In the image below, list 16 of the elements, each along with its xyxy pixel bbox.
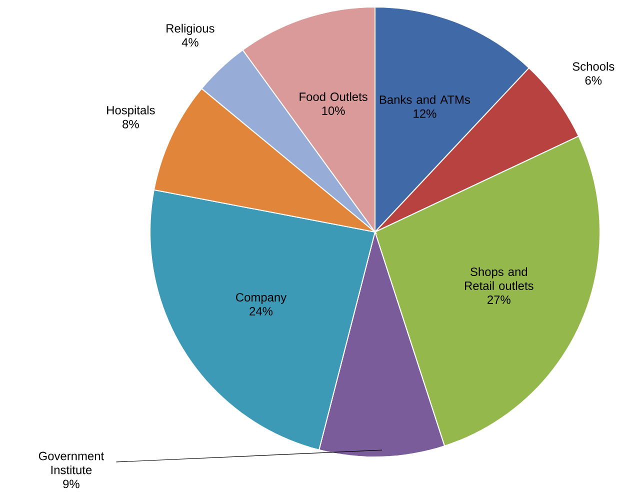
slice-label: Banks and ATMs xyxy=(380,95,470,104)
data-label: 4% xyxy=(182,38,198,47)
data-label: 8% xyxy=(122,120,139,128)
slice-label: Hospitals xyxy=(107,106,155,117)
data-label: 27% xyxy=(488,295,510,304)
data-label: 6% xyxy=(585,76,602,85)
slice-label: Government Institute xyxy=(38,452,104,474)
slice-label: Religious xyxy=(166,24,214,35)
data-label: 9% xyxy=(63,480,80,488)
slice-label: Company xyxy=(236,293,287,304)
data-label: 12% xyxy=(414,109,436,118)
slice-label: Schools xyxy=(572,62,614,71)
slice-label: Shops and Retail outlets xyxy=(465,267,534,290)
data-label: 10% xyxy=(322,106,345,115)
data-label: 24% xyxy=(250,307,273,316)
slice-label: Food Outlets xyxy=(300,92,368,101)
